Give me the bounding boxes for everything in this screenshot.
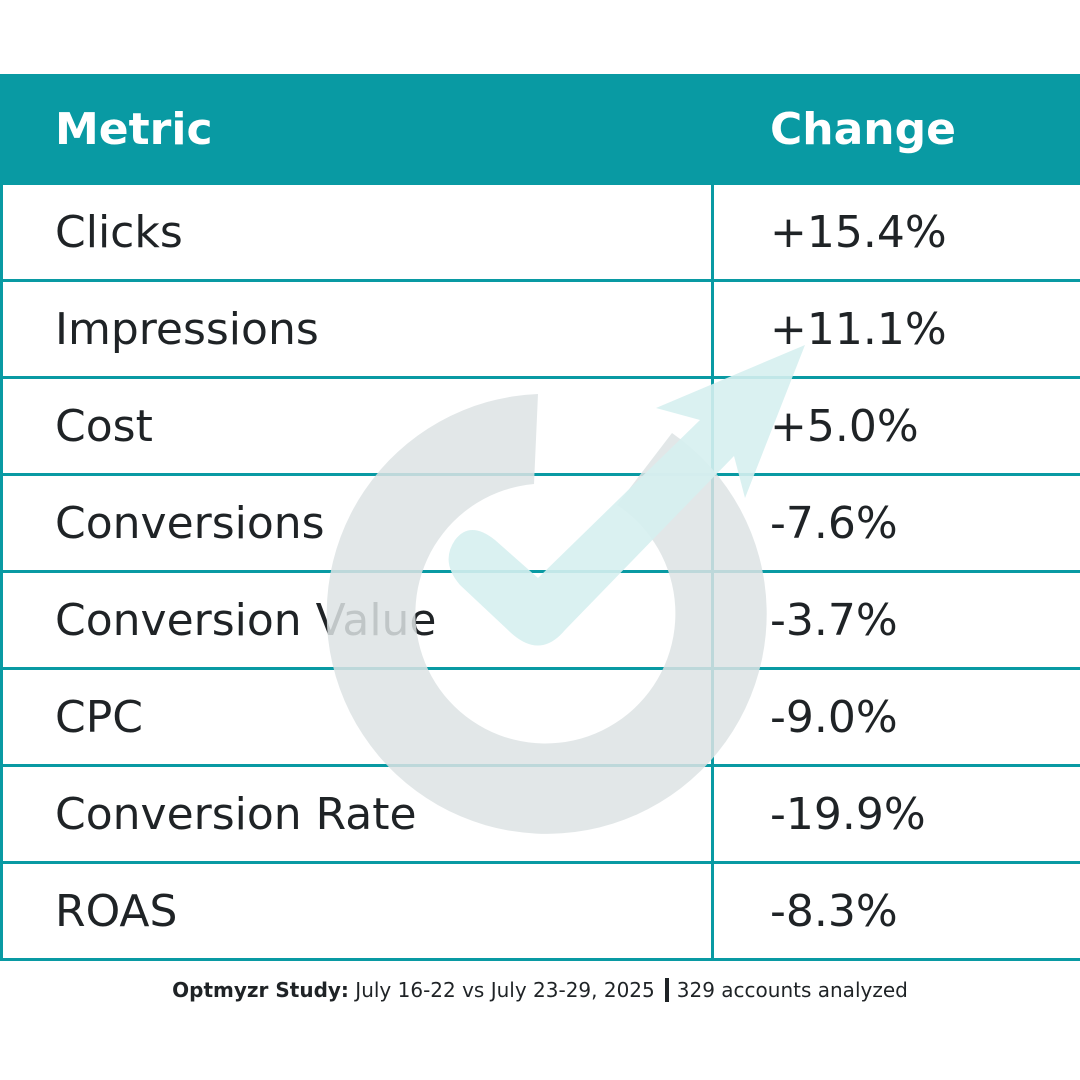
table-row: Conversion Rate -19.9% [0, 764, 1080, 864]
footer-accounts: 329 accounts analyzed [676, 978, 908, 1002]
table-row: Conversion Value -3.7% [0, 570, 1080, 670]
change-cell: -9.0% [711, 667, 1080, 767]
metric-cell: CPC [0, 667, 714, 767]
table-row: ROAS -8.3% [0, 861, 1080, 961]
footer-period: July 16-22 vs July 23-29, 2025 [355, 978, 655, 1002]
metric-cell: Impressions [0, 279, 714, 379]
table-row: Conversions -7.6% [0, 473, 1080, 573]
change-cell: -3.7% [711, 570, 1080, 670]
change-cell: +15.4% [711, 182, 1080, 282]
footer-brand: Optmyzr Study: [172, 978, 349, 1002]
metrics-table: Metric Change Clicks +15.4% Impressions … [0, 74, 1080, 961]
change-cell: -19.9% [711, 764, 1080, 864]
metrics-table-container: Metric Change Clicks +15.4% Impressions … [0, 74, 1080, 961]
change-cell: +5.0% [711, 376, 1080, 476]
metric-cell: Cost [0, 376, 714, 476]
metric-cell: Conversion Value [0, 570, 714, 670]
metric-cell: ROAS [0, 861, 714, 961]
metric-cell: Clicks [0, 182, 714, 282]
metric-cell: Conversion Rate [0, 764, 714, 864]
metric-cell: Conversions [0, 473, 714, 573]
table-row: Impressions +11.1% [0, 279, 1080, 379]
table-row: CPC -9.0% [0, 667, 1080, 767]
change-cell: -7.6% [711, 473, 1080, 573]
change-cell: +11.1% [711, 279, 1080, 379]
column-header-metric: Metric [0, 74, 714, 185]
footer-separator [664, 978, 669, 1002]
table-header-row: Metric Change [0, 74, 1080, 185]
table-row: Cost +5.0% [0, 376, 1080, 476]
change-cell: -8.3% [711, 861, 1080, 961]
footer-caption: Optmyzr Study: July 16-22 vs July 23-29,… [0, 978, 1080, 1002]
table-row: Clicks +15.4% [0, 182, 1080, 282]
column-header-change: Change [711, 74, 1080, 185]
